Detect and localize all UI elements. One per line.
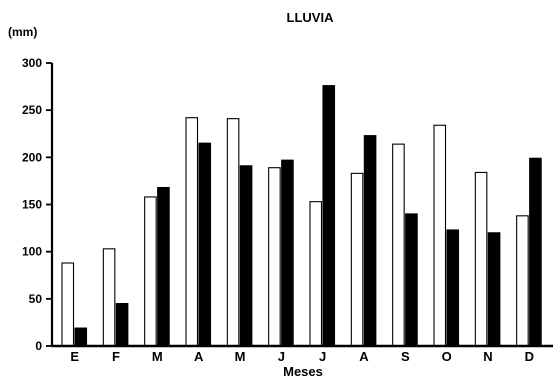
bar-black [529, 157, 542, 347]
y-tick-label: 250 [22, 103, 42, 117]
x-tick-label: S [401, 349, 410, 364]
bar-white [392, 143, 405, 347]
x-axis-label: Meses [283, 364, 323, 379]
y-axis: 0 50 100 150 200 250 300 [22, 56, 54, 353]
y-tick-label: 0 [35, 339, 42, 353]
x-tick-label: M [152, 349, 163, 364]
x-tick-label: O [442, 349, 452, 364]
y-tick-label: 300 [22, 56, 42, 70]
x-tick-label: M [235, 349, 246, 364]
bar-white [144, 196, 157, 347]
bar-white [433, 124, 447, 347]
x-tick-label: A [194, 349, 204, 364]
bar-black [74, 327, 88, 347]
x-tick-label: A [359, 349, 369, 364]
bar-black [115, 302, 129, 347]
y-tick-label: 200 [22, 150, 42, 164]
y-tick-label: 150 [22, 198, 42, 212]
x-tick-label: F [112, 349, 120, 364]
x-tick-label: J [278, 349, 285, 364]
bar-white [516, 215, 529, 347]
bar-black [487, 232, 501, 347]
y-axis-label: (mm) [8, 25, 37, 39]
bar-white [474, 171, 488, 347]
bar-black [198, 142, 212, 347]
bar-white [226, 118, 240, 347]
x-tick-label: N [483, 349, 492, 364]
bar-black [405, 213, 418, 347]
bar-white [61, 262, 75, 347]
bars [61, 85, 542, 347]
y-tick-label: 50 [29, 292, 43, 306]
bar-black [239, 165, 253, 347]
x-tick-label: J [319, 349, 326, 364]
bar-black [446, 229, 460, 347]
x-tick-label: E [70, 349, 79, 364]
bar-black [322, 85, 336, 347]
x-tick-label: D [525, 349, 534, 364]
bar-black [281, 159, 294, 347]
bar-white [102, 248, 116, 347]
chart-title: LLUVIA [287, 10, 335, 25]
bar-white [185, 117, 199, 347]
y-tick-label: 100 [22, 245, 42, 259]
bar-white [309, 201, 323, 347]
bar-black [157, 186, 170, 347]
bar-black [363, 135, 377, 347]
bar-white [350, 172, 364, 347]
bar-white [268, 167, 281, 347]
